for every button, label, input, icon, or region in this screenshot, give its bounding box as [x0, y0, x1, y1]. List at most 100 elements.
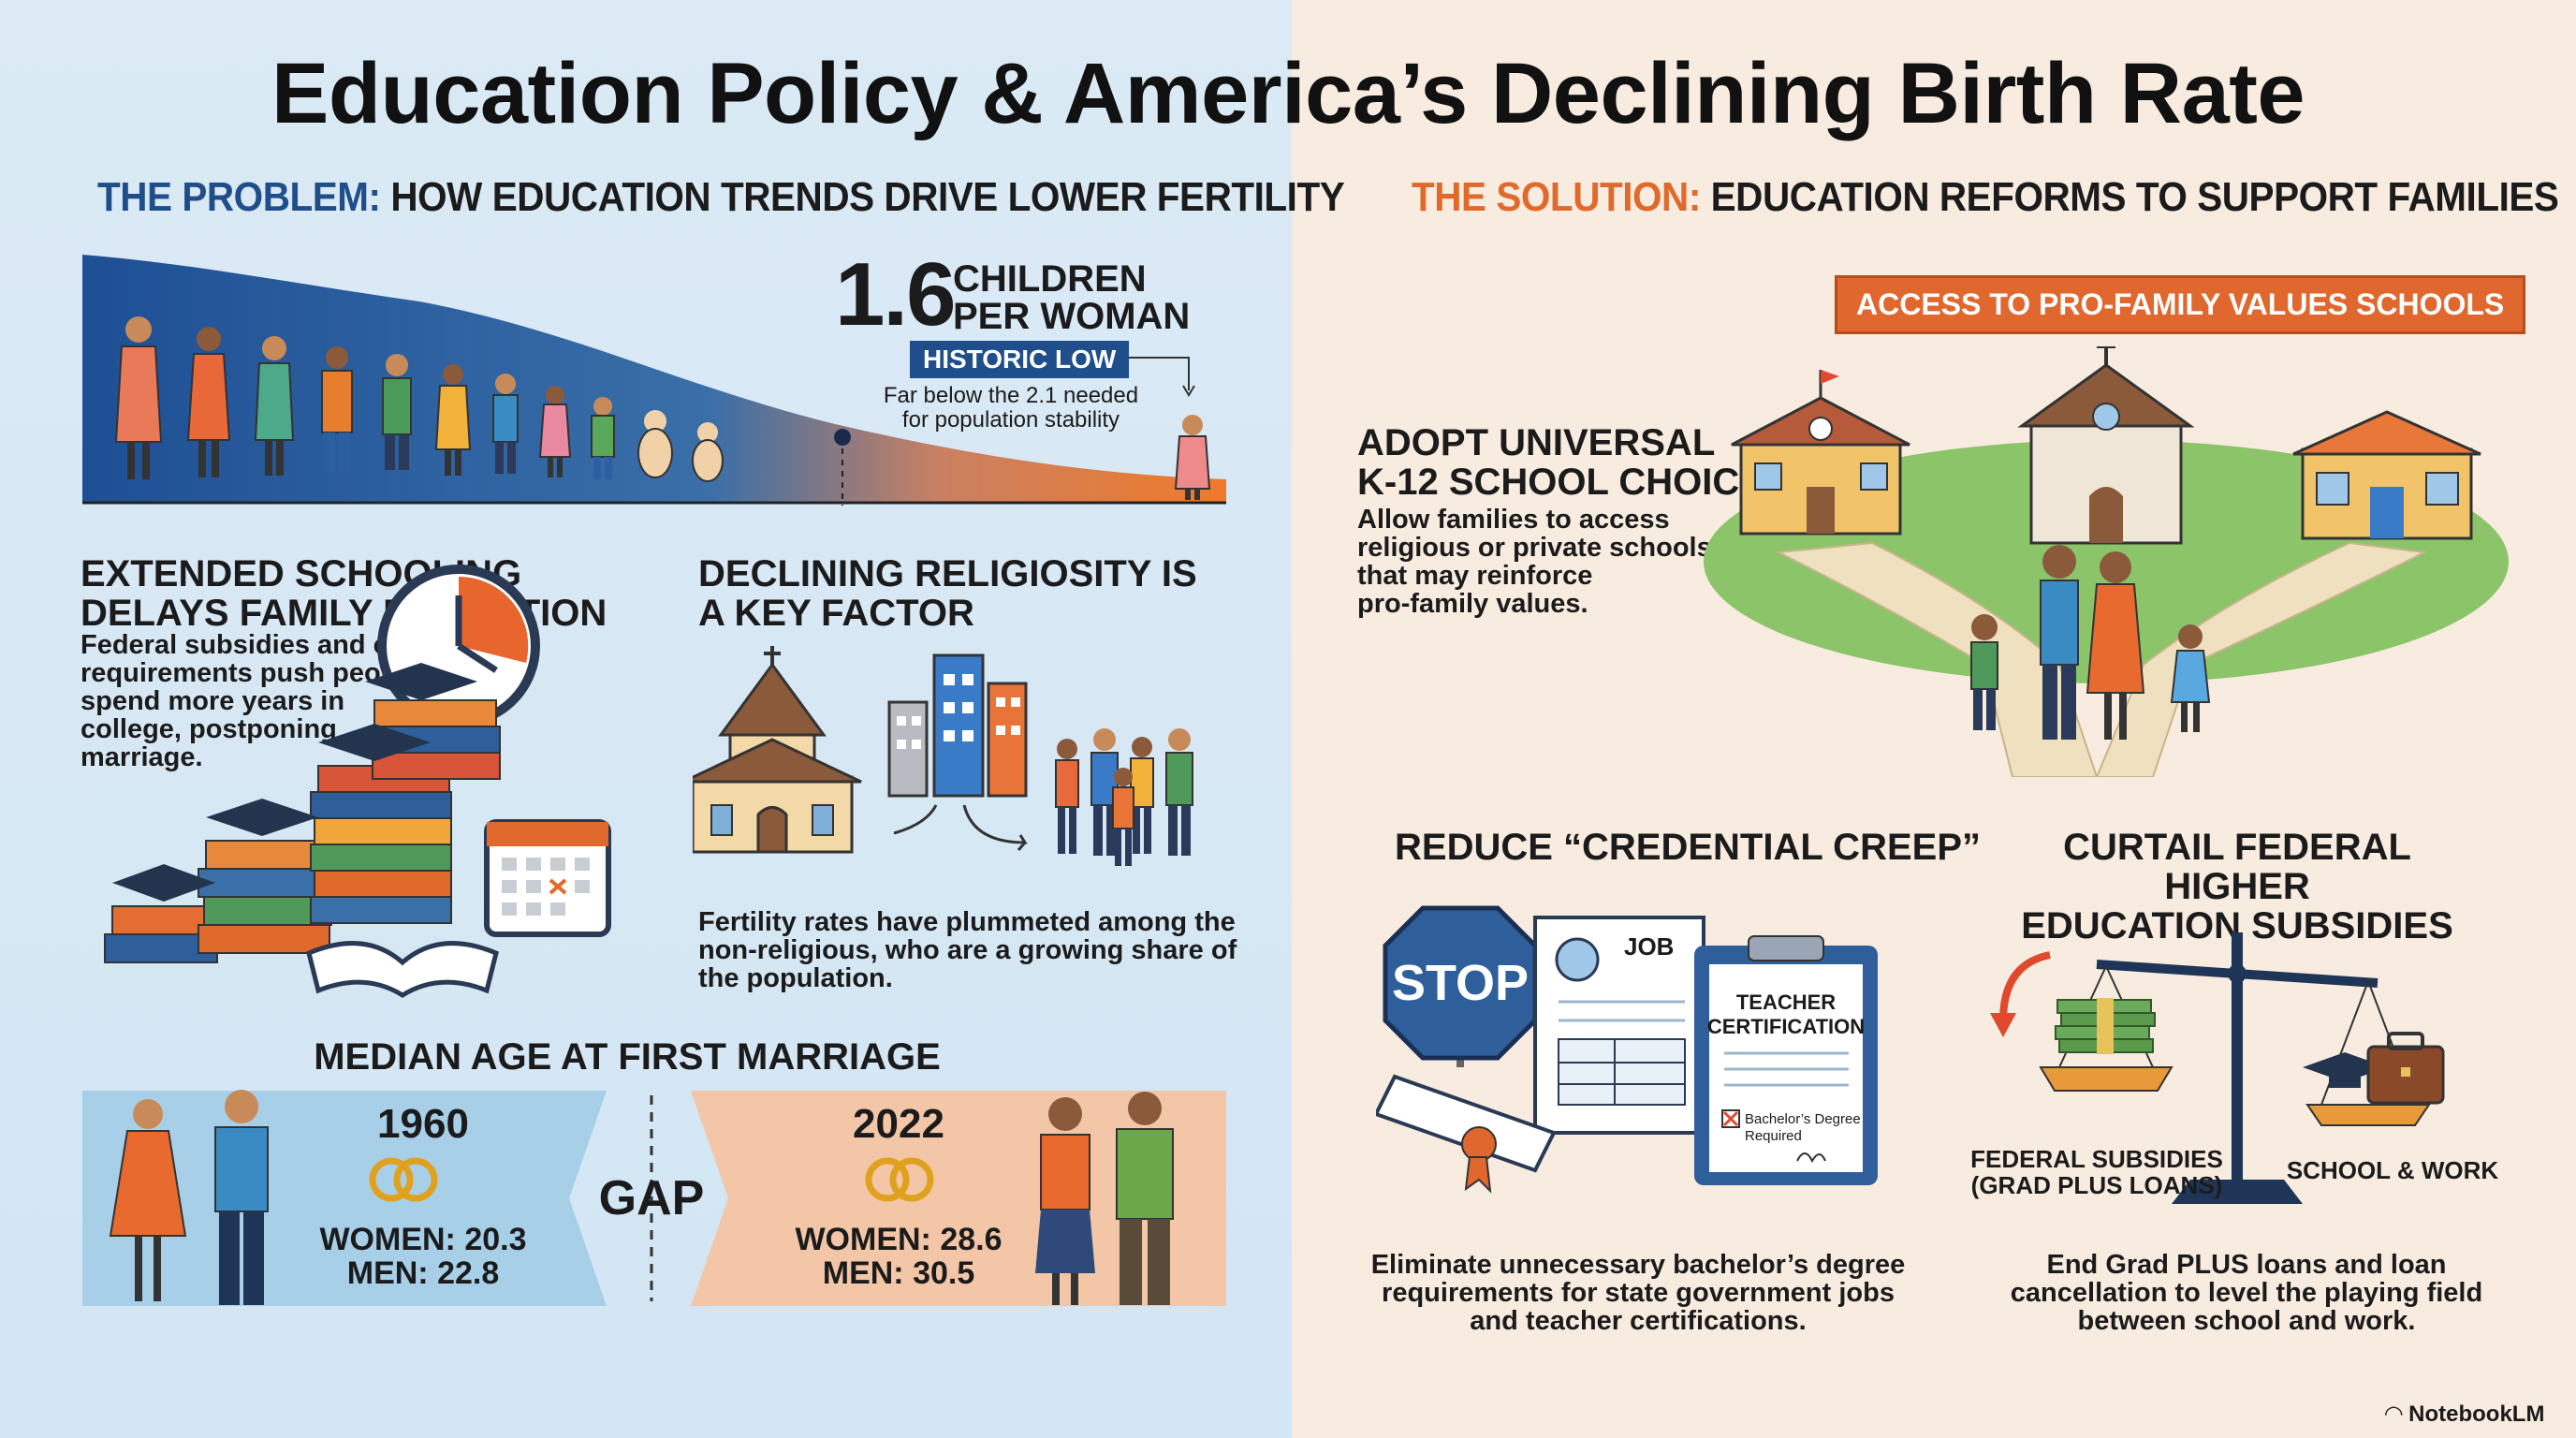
path-right	[2095, 541, 2428, 777]
religiosity-title: DECLINING RELIGIOSITY IS A KEY FACTOR	[698, 554, 1197, 633]
rings-icon-1960	[369, 1157, 438, 1202]
subsidies-body: End Grad PLUS loans and loan cancellatio…	[1984, 1251, 2509, 1335]
requirement-line1: Bachelor’s Degree	[1745, 1111, 1861, 1127]
fertility-rate-unit-line1: CHILDREN	[953, 258, 1147, 300]
religiosity-body-line2: non-religious, who are a growing share o…	[698, 935, 1237, 965]
school-choice-body-line2: religious or private schools	[1357, 533, 1712, 563]
job-label: JOB	[1624, 932, 1674, 961]
banner-1960	[82, 1091, 607, 1306]
credential-illustration: STOP JOB TEACHER CERTIFICATION Bachelor’…	[1376, 905, 1878, 1194]
replacement-note-line1: Far below the 2.1 needed	[883, 383, 1139, 408]
religiosity-title-line1: DECLINING RELIGIOSITY IS	[698, 553, 1197, 594]
year-2022: 2022	[853, 1101, 944, 1147]
religiosity-illustration	[693, 646, 1193, 866]
stats-1960: WOMEN: 20.3 MEN: 22.8	[292, 1223, 554, 1290]
credential-body-line3: and teacher certifications.	[1470, 1306, 1807, 1336]
federal-subsidies-label: FEDERAL SUBSIDIES (GRAD PLUS LOANS)	[1966, 1146, 2228, 1198]
marriage-banners	[82, 1090, 1226, 1306]
stop-sign-label: STOP	[1392, 955, 1529, 1011]
school-work-label: SCHOOL & WORK	[2286, 1156, 2499, 1184]
family-icon	[1970, 545, 2211, 740]
credential-body: Eliminate unnecessary bachelor’s degree …	[1348, 1251, 1928, 1335]
credential-title: REDUCE “CREDENTIAL CREEP”	[1395, 827, 1981, 868]
men-age-1960: MEN: 22.8	[346, 1255, 500, 1291]
subsidies-body-line2: cancellation to level the playing field	[2010, 1278, 2483, 1308]
subsidies-body-line3: between school and work.	[2077, 1306, 2416, 1336]
pointer-line	[1114, 357, 1190, 390]
credential-body-line2: requirements for state government jobs	[1382, 1278, 1895, 1308]
graduation-cap-icon	[2303, 1052, 2387, 1088]
subsidies-body-line1: End Grad PLUS loans and loan	[2046, 1250, 2447, 1280]
school-choice-illustration	[1704, 346, 2509, 777]
church-school-icon	[2017, 346, 2195, 545]
school-choice-body-line1: Allow families to access	[1357, 505, 1670, 535]
school-choice-title: ADOPT UNIVERSAL K-12 SCHOOL CHOICE	[1357, 423, 1764, 502]
problem-heading-text: HOW EDUCATION TRENDS DRIVE LOWER FERTILI…	[390, 174, 1345, 220]
school-choice-body-line4: pro-family values.	[1357, 589, 1588, 619]
branch-arrow-right	[962, 804, 1028, 851]
solution-keyword: THE SOLUTION:	[1412, 174, 1701, 220]
city-buildings-icon	[887, 653, 1028, 798]
year-1960: 1960	[377, 1101, 469, 1147]
money-stack-icon	[2055, 998, 2156, 1054]
stop-sign-icon: STOP	[1383, 905, 1538, 1067]
pro-family-schools-pill: ACCESS TO PRO-FAMILY VALUES SCHOOLS	[1835, 275, 2526, 334]
branch-arrow-left	[893, 804, 938, 835]
federal-subsidies-label-line2: (GRAD PLUS LOANS)	[1970, 1171, 2223, 1199]
diploma-icon	[1376, 1074, 1557, 1194]
path-left	[1775, 541, 2099, 777]
men-age-2022: MEN: 30.5	[822, 1255, 975, 1291]
stats-2022: WOMEN: 28.6 MEN: 30.5	[768, 1223, 1030, 1290]
schooling-body-line3: spend more years in	[80, 686, 345, 716]
fertility-rate-number: 1.6	[835, 244, 956, 345]
page-title: Education Policy & America’s Declining B…	[271, 46, 2305, 141]
problem-heading: THE PROBLEM: HOW EDUCATION TRENDS DRIVE …	[97, 174, 1345, 221]
cert-label-line1: TEACHER	[1736, 990, 1836, 1014]
solution-panel-background	[1292, 0, 2576, 1438]
requirement-line2: Required	[1745, 1128, 1802, 1144]
subsidies-title-line1: CURTAIL FEDERAL HIGHER	[2063, 827, 2411, 907]
women-age-2022: WOMEN: 28.6	[795, 1222, 1003, 1257]
schooling-illustration	[104, 565, 611, 998]
replacement-note-line2: for population stability	[901, 407, 1120, 433]
open-book-icon	[306, 941, 499, 998]
religiosity-body-line3: the population.	[698, 963, 893, 993]
checkbox-icon	[1721, 1109, 1740, 1128]
crowd-icon	[1055, 728, 1193, 866]
fertility-decline-illustration	[82, 255, 1226, 506]
credential-body-line1: Eliminate unnecessary bachelor’s degree	[1370, 1250, 1906, 1280]
scale-illustration	[1990, 932, 2445, 1204]
brand-logo: ◠ NotebookLM	[2385, 1401, 2544, 1428]
school-choice-title-line2: K-12 SCHOOL CHOICE	[1357, 462, 1764, 503]
religiosity-title-line2: A KEY FACTOR	[698, 593, 974, 634]
schooling-body-line4: college, postponing	[80, 714, 337, 744]
modern-school-icon	[2292, 410, 2481, 540]
schooling-body-line5: marriage.	[80, 742, 203, 772]
pointer-arrow	[1182, 385, 1195, 397]
school-choice-body-line3: that may reinforce	[1357, 561, 1593, 591]
calendar-icon	[484, 819, 611, 937]
religiosity-body-line1: Fertility rates have plummeted among the	[698, 907, 1236, 937]
women-age-1960: WOMEN: 20.3	[319, 1222, 527, 1257]
problem-keyword: THE PROBLEM:	[97, 174, 381, 220]
solution-heading-text: EDUCATION REFORMS TO SUPPORT FAMILIES	[1710, 174, 2559, 220]
clipboard-icon: TEACHER CERTIFICATION Bachelor’s Degree …	[1694, 935, 1878, 1185]
federal-subsidies-label-line1: FEDERAL SUBSIDIES	[1970, 1145, 2223, 1173]
schoolhouse-icon	[1731, 370, 1910, 536]
marker-dot	[834, 429, 851, 446]
cert-label-line2: CERTIFICATION	[1707, 1015, 1865, 1038]
marriage-title: MEDIAN AGE AT FIRST MARRIAGE	[314, 1036, 941, 1078]
book-stack-icon	[104, 699, 501, 963]
couple-1960-icon	[109, 1090, 269, 1305]
down-arrow-icon	[1990, 951, 2051, 1037]
brand-name: NotebookLM	[2408, 1401, 2545, 1427]
graduation-cap-icon	[112, 663, 477, 902]
rings-icon-2022	[865, 1157, 934, 1202]
church-icon	[693, 646, 862, 854]
couple-2022-icon	[1035, 1092, 1174, 1305]
school-choice-title-line1: ADOPT UNIVERSAL	[1357, 422, 1716, 463]
gap-label: GAP	[598, 1171, 705, 1225]
notebooklm-icon: ◠	[2385, 1401, 2403, 1427]
fertility-rate-unit: CHILDREN PER WOMAN	[953, 260, 1190, 335]
